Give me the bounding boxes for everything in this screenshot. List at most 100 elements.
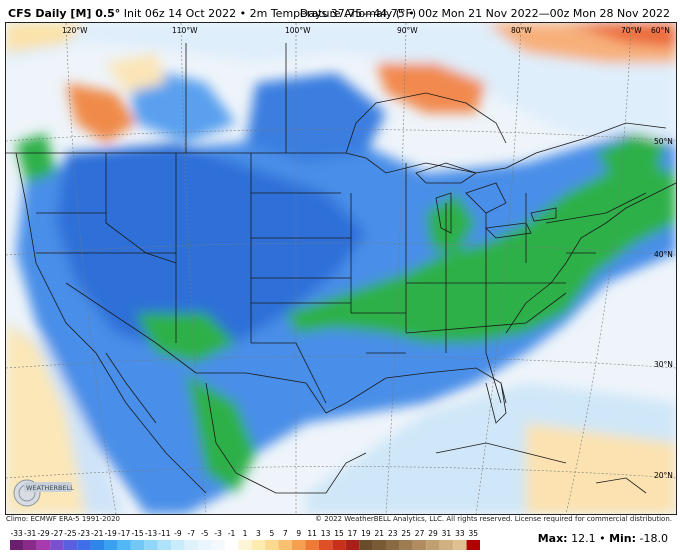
- max-label: Max:: [537, 532, 568, 545]
- scale-swatch: [77, 540, 91, 550]
- color-scale-bar: -33 -31 -29 -27 -25 -23 -21 -19 -17 -15 -13 -11 -9 -7…: [10, 529, 480, 550]
- scale-tick-label: -5: [201, 529, 209, 538]
- scale-swatch: [251, 540, 266, 550]
- scale-swatch: [104, 540, 118, 550]
- coordinate-labels: 120°W 110°W 100°W 90°W 80°W 70°W 60°N 50…: [62, 26, 673, 480]
- scale-tick-label: 15: [334, 529, 344, 538]
- scale-tick-label: 23: [388, 529, 398, 538]
- copyright-note: © 2022 WeatherBELL Analytics, LLC. All r…: [315, 515, 672, 523]
- great-lakes: [415, 162, 557, 239]
- scale-swatch: [318, 540, 333, 550]
- scale-swatch: [345, 540, 360, 550]
- scale-tick-label: -29: [37, 529, 49, 538]
- scale-tick-label: 33: [455, 529, 465, 538]
- scale-tick-label: 13: [321, 529, 331, 538]
- lon-label-100: 100°W: [285, 26, 311, 35]
- min-value: -18.0: [639, 532, 668, 545]
- scale-tick-label: 3: [256, 529, 261, 538]
- header: CFS Daily [M] 0.5° Init 06z 14 Oct 2022 …: [0, 0, 680, 22]
- max-value: 12.1: [571, 532, 596, 545]
- map-title: CFS Daily [M] 0.5° Init 06z 14 Oct 2022 …: [8, 7, 416, 20]
- map-canvas: 120°W 110°W 100°W 90°W 80°W 70°W 60°N 50…: [6, 23, 676, 514]
- scale-swatch: [453, 540, 467, 550]
- scale-tick-label: -7: [188, 529, 196, 538]
- scale-tick-label: -33: [11, 529, 23, 538]
- scale-swatch: [50, 540, 64, 550]
- lat-label-60: 60°N: [651, 26, 670, 35]
- scale-swatch: [63, 540, 78, 550]
- scale-tick-label: 17: [348, 529, 358, 538]
- scale-swatch: [117, 540, 131, 550]
- lat-label-30: 30°N: [654, 360, 673, 369]
- scale-swatch: [157, 540, 172, 550]
- scale-swatch: [386, 540, 400, 550]
- scale-swatch: [171, 540, 185, 550]
- scale-swatch: [36, 540, 51, 550]
- color-scale: -33 -31 -29 -27 -25 -23 -21 -19 -17 -15 -13 -11 -9 -7…: [8, 526, 488, 554]
- lon-label-90: 90°W: [397, 26, 418, 35]
- scale-swatch: [23, 540, 37, 550]
- scale-tick-label: -27: [51, 529, 63, 538]
- scale-swatch: [399, 540, 413, 550]
- scale-tick-label: 1: [243, 529, 248, 538]
- scale-swatch: [412, 540, 427, 550]
- scale-tick-label: -9: [174, 529, 182, 538]
- scale-tick-label: -3: [214, 529, 222, 538]
- scale-swatch: [211, 540, 225, 550]
- scale-tick-label: -23: [78, 529, 90, 538]
- scale-swatch: [292, 540, 306, 550]
- graticule: [6, 23, 676, 514]
- scale-swatch: [439, 540, 454, 550]
- anomaly-shading: [6, 23, 676, 514]
- climo-note: Climo: ECMWF ERA-5 1991-2020: [6, 515, 120, 523]
- scale-swatch: [90, 540, 104, 550]
- scale-swatch: [426, 540, 440, 550]
- boundaries: [6, 43, 676, 494]
- scale-tick-label: 29: [428, 529, 438, 538]
- scale-tick-label: 7: [283, 529, 288, 538]
- title-separator: •: [239, 7, 250, 20]
- model-name: CFS Daily [M] 0.5°: [8, 7, 121, 20]
- scale-tick-label: -25: [64, 529, 76, 538]
- scale-swatch: [466, 540, 480, 550]
- scale-tick-label: 5: [269, 529, 274, 538]
- scale-tick-label: 35: [469, 529, 479, 538]
- max-min-stats: Max: 12.1 • Min: -18.0: [538, 532, 668, 545]
- scale-swatch: [332, 540, 346, 550]
- valid-period: Days 37.75—44.75 • 00z Mon 21 Nov 2022—0…: [299, 7, 670, 20]
- scale-swatch: [359, 540, 373, 550]
- scale-swatch: [10, 540, 24, 550]
- scale-tick-label: 11: [307, 529, 317, 538]
- scale-swatch: [144, 540, 158, 550]
- lat-label-20: 20°N: [654, 471, 673, 480]
- scale-swatch: [265, 540, 279, 550]
- lon-label-120: 120°W: [62, 26, 88, 35]
- anomaly-map: 120°W 110°W 100°W 90°W 80°W 70°W 60°N 50…: [5, 22, 677, 515]
- scale-swatch: [372, 540, 386, 550]
- scale-swatch: [224, 540, 239, 550]
- lon-label-70: 70°W: [621, 26, 642, 35]
- logo-text: WEATHERBELL: [26, 484, 74, 492]
- scale-tick-label: -15: [131, 529, 143, 538]
- scale-swatch: [184, 540, 198, 550]
- scale-tick-label: -17: [118, 529, 130, 538]
- lon-label-80: 80°W: [511, 26, 532, 35]
- scale-tick-label: -19: [105, 529, 117, 538]
- scale-tick-label: -31: [24, 529, 36, 538]
- scale-swatch: [278, 540, 292, 550]
- scale-tick-label: -21: [91, 529, 103, 538]
- stats-separator: •: [599, 532, 610, 545]
- scale-swatch: [130, 540, 145, 550]
- init-time: Init 06z 14 Oct 2022: [123, 7, 237, 20]
- scale-swatch: [198, 540, 212, 550]
- scale-tick-label: -11: [158, 529, 170, 538]
- scale-swatch: [238, 540, 252, 550]
- scale-tick-label: -13: [145, 529, 157, 538]
- scale-tick-label: -1: [228, 529, 236, 538]
- scale-tick-label: 27: [415, 529, 425, 538]
- field-name: 2m Temperature Anomaly (°F): [249, 7, 417, 20]
- min-label: Min:: [609, 532, 637, 545]
- lat-label-50: 50°N: [654, 137, 673, 146]
- lat-label-40: 40°N: [654, 250, 673, 259]
- scale-tick-label: 25: [401, 529, 411, 538]
